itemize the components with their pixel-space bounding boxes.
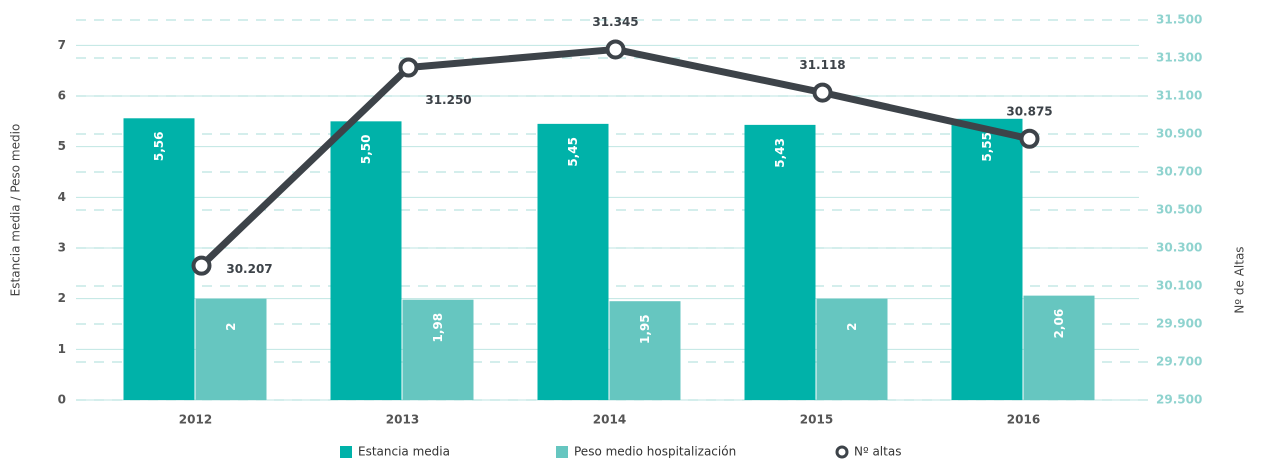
bar [330, 121, 402, 400]
y-tick-label: 7 [58, 38, 66, 52]
y2-tick-label: 29.900 [1156, 317, 1202, 331]
line-marker [1019, 128, 1040, 149]
y2-tick-label: 30.500 [1156, 203, 1202, 217]
data-label: 5,55 [980, 132, 994, 162]
line-marker [812, 82, 833, 103]
y-tick-label: 3 [58, 241, 66, 255]
legend-label: Peso medio hospitalización [574, 445, 736, 459]
data-label: 5,56 [152, 131, 166, 161]
line-marker [398, 57, 419, 78]
y2-tick-label: 30.900 [1156, 127, 1202, 141]
line [199, 45, 1031, 269]
data-label: 2,06 [1052, 309, 1066, 339]
data-label: 30.875 [1006, 104, 1052, 118]
y-axis-label: Estancia media / Peso medio [9, 124, 23, 297]
y-tick-label: 1 [58, 342, 66, 356]
x-tick-label: 2013 [386, 413, 419, 427]
y2-tick-label: 31.100 [1156, 89, 1202, 103]
data-label: 30.207 [226, 262, 272, 276]
bar [537, 123, 609, 400]
legend-label: Estancia media [358, 445, 450, 459]
y2-tick-label: 30.300 [1156, 241, 1202, 255]
y-tick-label: 4 [58, 190, 66, 204]
data-label: 2 [224, 322, 238, 330]
bar [402, 299, 474, 400]
y-tick-label: 2 [58, 291, 66, 305]
data-label: 5,50 [359, 135, 373, 165]
y-tick-label: 6 [58, 89, 66, 103]
line-marker [605, 39, 626, 60]
y2-tick-label: 31.300 [1156, 51, 1202, 65]
legend-swatch [835, 445, 849, 459]
y2-tick-label: 31.500 [1156, 13, 1202, 27]
y-tick-label: 0 [58, 393, 66, 407]
data-label: 1,95 [638, 314, 652, 344]
bar [816, 298, 888, 400]
y2-axis-label: Nº de Altas [1233, 246, 1247, 313]
y2-tick-label: 29.500 [1156, 393, 1202, 407]
bar [609, 301, 681, 400]
data-label: 31.118 [799, 58, 845, 72]
bar [123, 118, 195, 400]
data-label: 1,98 [431, 313, 445, 343]
data-label: 5,45 [566, 137, 580, 167]
x-tick-label: 2012 [179, 413, 212, 427]
legend-swatch [340, 446, 352, 458]
y-tick-label: 5 [58, 139, 66, 153]
data-label: 31.345 [592, 15, 638, 29]
legend-label: Nº altas [854, 445, 901, 459]
legend-swatch [556, 446, 568, 458]
y2-tick-label: 29.700 [1156, 355, 1202, 369]
line-marker [191, 255, 212, 276]
y2-tick-label: 30.700 [1156, 165, 1202, 179]
bar [951, 118, 1023, 401]
x-tick-label: 2016 [1007, 413, 1040, 427]
bar [195, 298, 267, 400]
bar [1023, 295, 1095, 400]
x-tick-label: 2015 [800, 413, 833, 427]
y2-tick-label: 30.100 [1156, 279, 1202, 293]
bar [744, 124, 816, 400]
data-label: 2 [845, 322, 859, 330]
data-label: 31.250 [425, 93, 471, 107]
data-label: 5,43 [773, 138, 787, 168]
x-tick-label: 2014 [593, 413, 626, 427]
